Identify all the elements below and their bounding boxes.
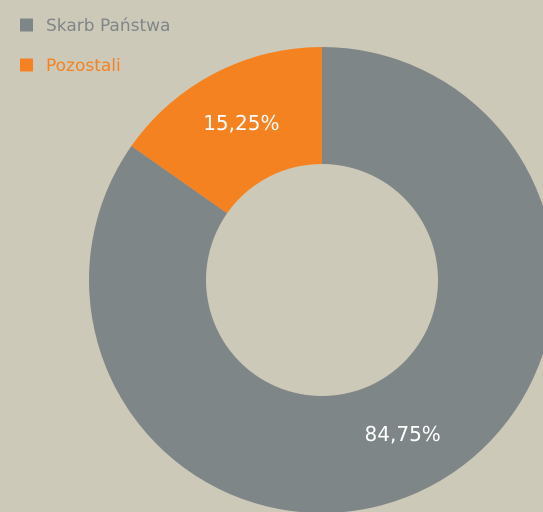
legend-swatch	[20, 18, 33, 32]
donut-slice	[89, 47, 543, 512]
value-label: 84,75%	[365, 422, 441, 446]
legend-text: Pozostali	[46, 56, 121, 76]
value-label: 15,25%	[203, 111, 279, 135]
legend-text: Skarb Państwa	[46, 16, 170, 36]
legend-swatch	[20, 58, 33, 72]
donut-slice	[131, 47, 322, 214]
